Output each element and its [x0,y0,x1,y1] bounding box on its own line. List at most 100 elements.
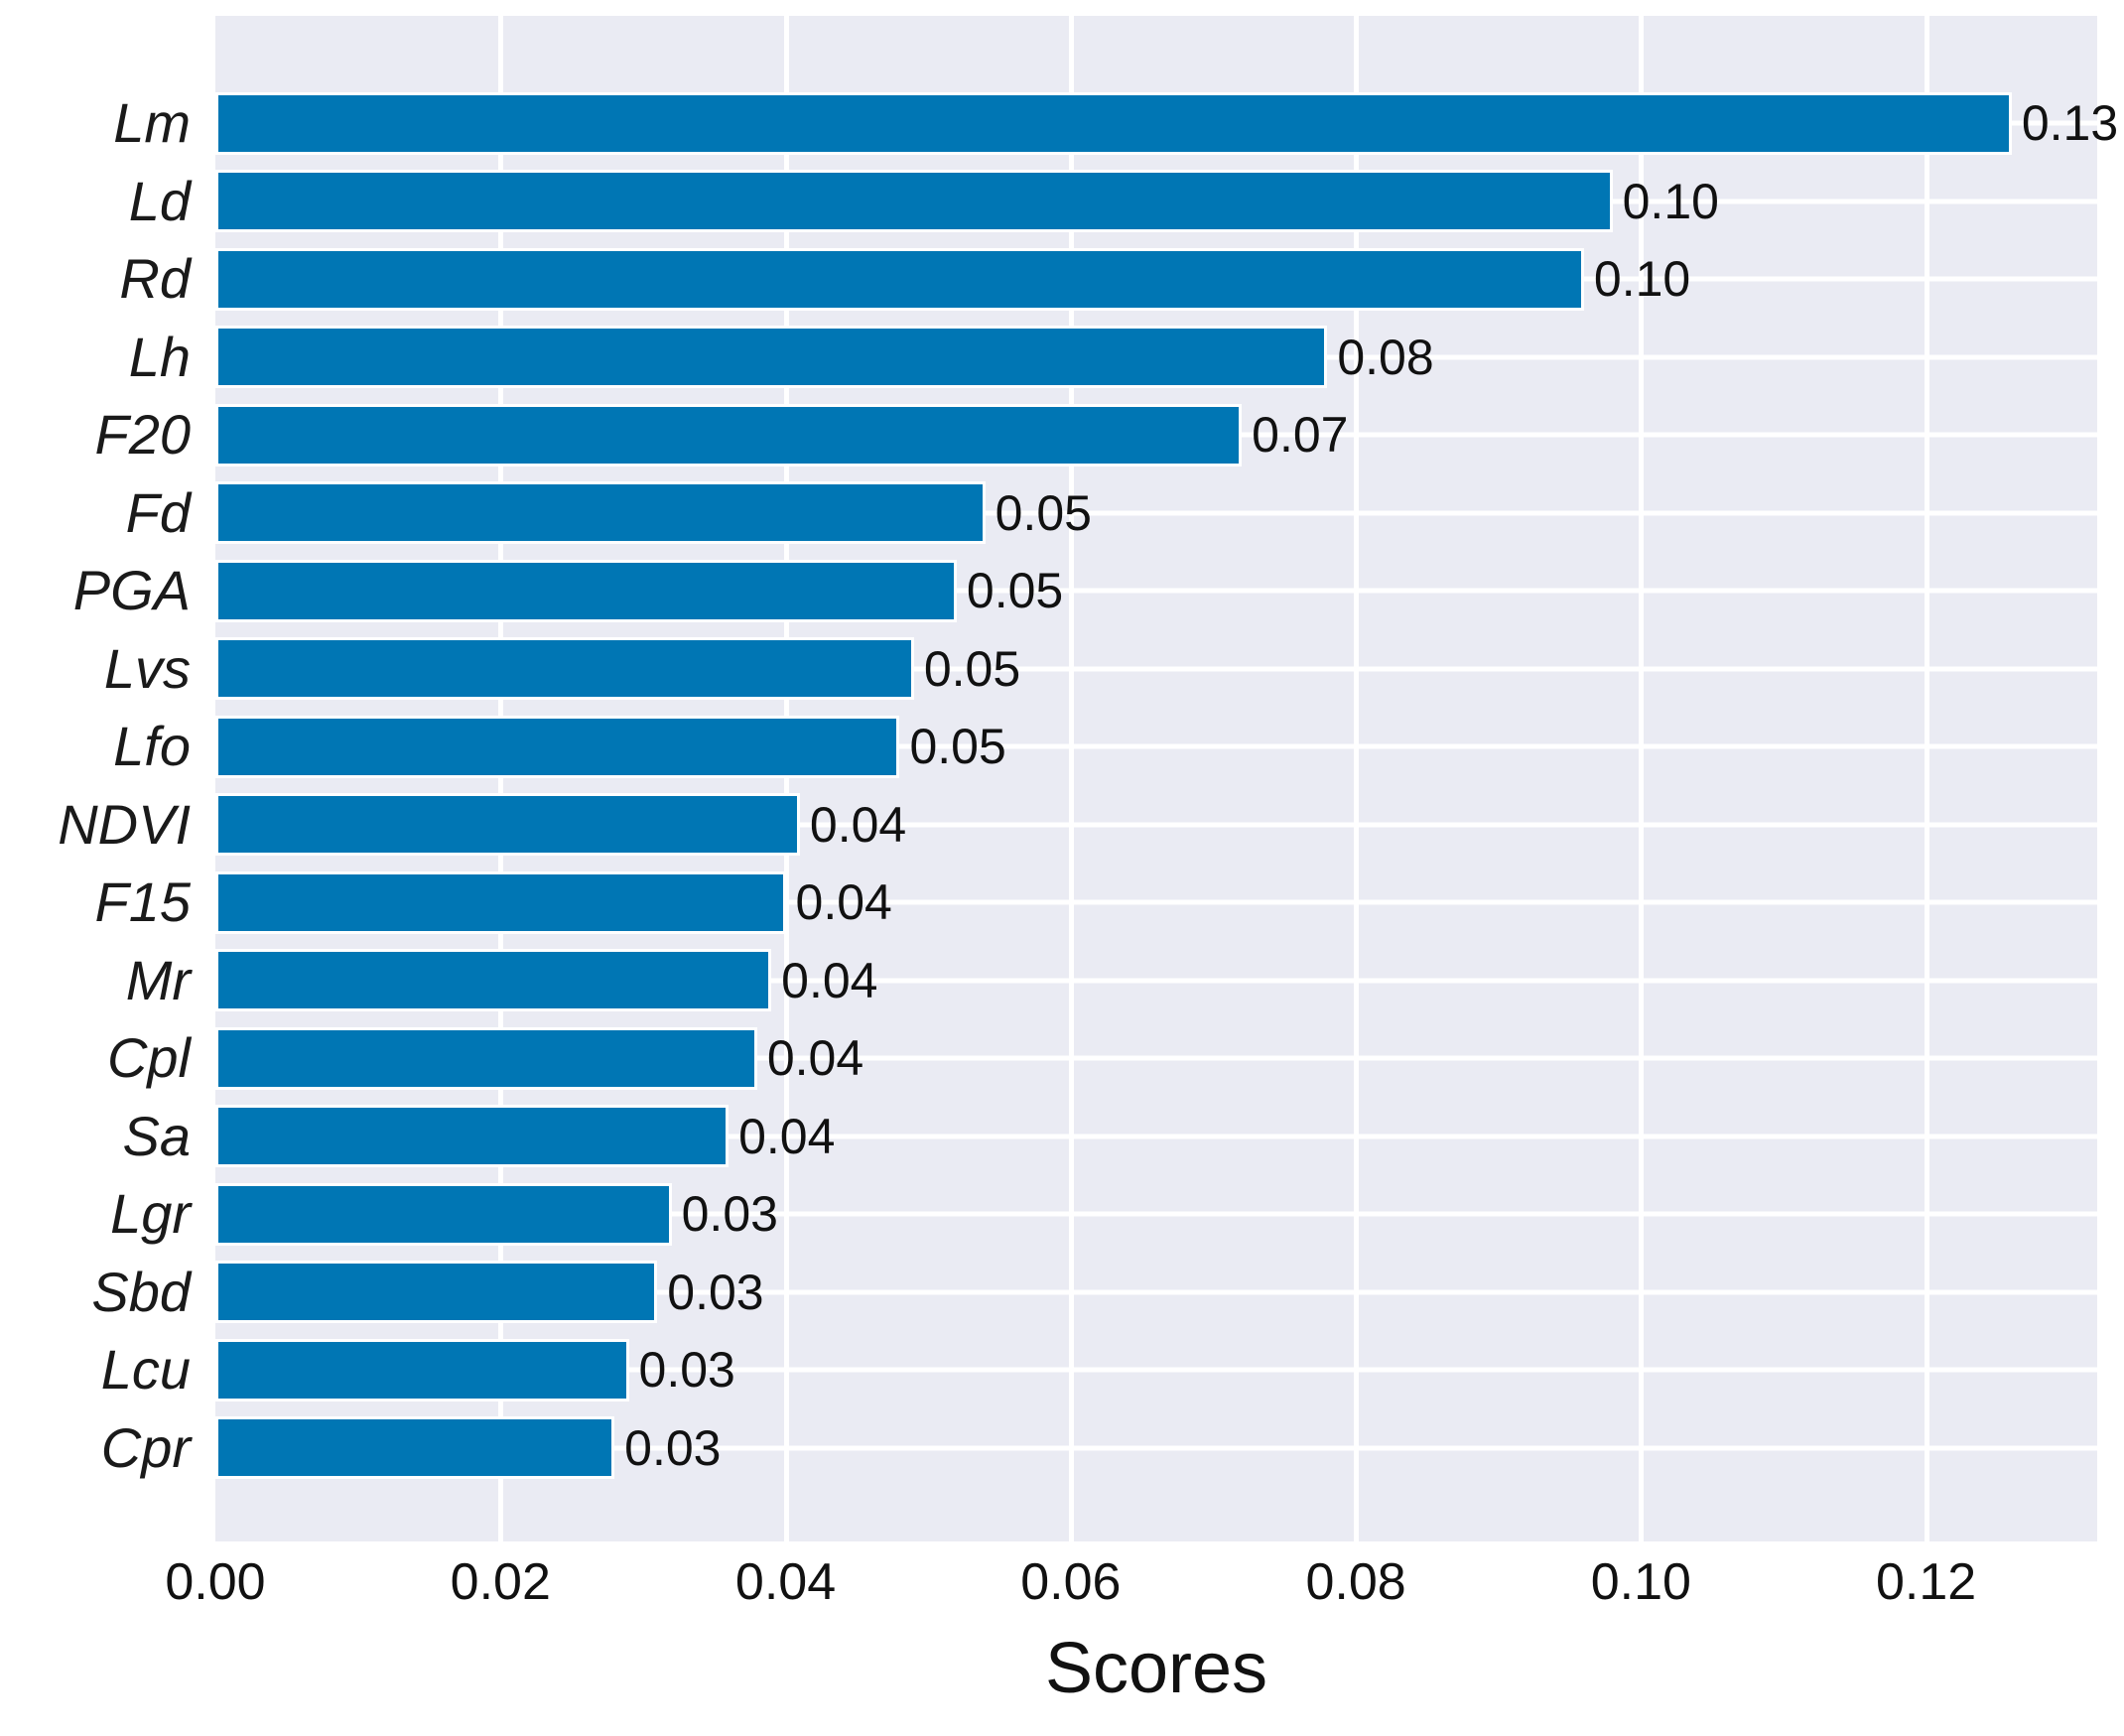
bar-row: 0.03 [215,1175,2097,1254]
horizontal-gridline [215,899,2097,905]
horizontal-gridline [215,588,2097,594]
bar-row: 0.03 [215,1254,2097,1332]
y-axis-category-label: Lvs [103,636,191,700]
bar-row: 0.05 [215,708,2097,786]
bar-row: 0.03 [215,1409,2097,1488]
bar [215,1416,615,1480]
bar-row: 0.04 [215,1098,2097,1176]
y-axis-category-label: PGA [72,559,191,622]
bar-value-label: 0.10 [1593,251,1691,308]
y-label-row: Mr [0,942,191,1020]
bar-value-label: 0.05 [909,719,1006,775]
y-axis-category-label: Mr [125,948,191,1011]
y-label-row: Sa [0,1098,192,1176]
y-axis-category-label: Sa [122,1104,192,1167]
y-label-row: Lh [0,319,191,397]
x-axis-tick-labels: 0.00 0.02 0.04 0.06 0.08 0.10 0.12 [165,1550,2097,1614]
plot-area: 0.13 0.10 0.10 0.08 0.07 0.05 0.05 0.05 0.05 0.04… [215,16,2118,1541]
bar-row: 0.05 [215,552,2097,630]
x-axis-tick-label: 0.04 [734,1553,837,1611]
vertical-gridline [1354,16,1360,1541]
bar-value-label: 0.07 [1252,407,1349,464]
bar [215,637,914,701]
y-axis-category-label: Lgr [110,1182,191,1246]
y-label-row: NDVI [0,786,191,865]
bars-container: 0.13 0.10 0.10 0.08 0.07 0.05 0.05 0.05 0.05 0.04… [215,16,2118,1541]
bar-value-label: 0.04 [781,952,878,1008]
bar [215,1026,757,1090]
horizontal-gridline [215,1367,2097,1373]
bar [215,326,1328,389]
y-label-row: Cpl [0,1019,191,1098]
y-axis-category-label: Lm [113,91,191,155]
y-label-row: Sbd [0,1254,191,1332]
bar [215,1105,730,1168]
vertical-gridline [1639,16,1645,1541]
bar-value-label: 0.03 [624,1419,722,1476]
bar [215,949,772,1012]
y-axis-category-label: Lfo [113,715,191,778]
horizontal-gridline [215,1134,2097,1139]
y-axis-category-label: Cpr [100,1415,191,1479]
bar-row: 0.04 [215,864,2097,942]
bar-row: 0.04 [215,942,2097,1020]
y-axis-category-label: Lcu [100,1338,191,1402]
x-axis-tick-label: 0.02 [450,1553,551,1611]
horizontal-gridline [215,1211,2097,1217]
horizontal-gridline [215,978,2097,984]
bar [215,870,786,934]
bar-value-label: 0.04 [809,796,907,853]
x-axis-tick-label: 0.06 [1020,1553,1122,1611]
vertical-gridline [498,16,504,1541]
y-label-row: Lm [0,84,191,163]
vertical-gridline [1068,16,1074,1541]
bar [215,1261,658,1324]
y-axis-category-label: Sbd [91,1260,191,1323]
bar [215,715,900,778]
bar-value-label: 0.05 [995,484,1092,541]
y-label-row: Fd [0,474,191,553]
vertical-gridline [783,16,789,1541]
bar [215,1182,672,1246]
horizontal-gridline [215,666,2097,672]
bar-value-label: 0.04 [766,1030,864,1087]
x-axis-tick-label: 0.08 [1305,1553,1406,1611]
horizontal-gridline [215,1289,2097,1295]
horizontal-gridline [215,1055,2097,1061]
bar-value-label: 0.03 [681,1186,778,1243]
bar-row: 0.10 [215,240,2097,319]
bar-value-label: 0.13 [2021,95,2119,152]
y-label-row: Rd [0,240,191,319]
bar-value-label: 0.10 [1622,173,1719,229]
bar [215,559,957,622]
bar [215,481,986,545]
x-axis-title: Scores [1044,1629,1268,1708]
y-axis-category-label: Lh [128,325,191,388]
y-label-row: Lgr [0,1175,191,1254]
vertical-gridline [1924,16,1929,1541]
bar [215,793,800,857]
y-label-row: Lvs [0,630,191,709]
bar [215,91,2012,155]
bar-value-label: 0.08 [1337,329,1434,385]
y-axis-category-label: NDVI [58,792,191,856]
bar-row: 0.08 [215,319,2097,397]
bar-row: 0.05 [215,630,2097,709]
y-label-row: F20 [0,396,192,474]
bar-value-label: 0.04 [795,874,892,931]
y-label-row: Lcu [0,1331,191,1409]
bar-value-label: 0.03 [667,1264,764,1320]
y-axis-category-label: Rd [119,247,191,311]
horizontal-gridline [215,1445,2097,1451]
x-axis-tick-label: 0.00 [165,1553,266,1611]
bar-row: 0.04 [215,786,2097,865]
y-axis-category-label: Fd [125,480,191,544]
bar-row: 0.05 [215,474,2097,553]
x-axis-tick-label: 0.12 [1876,1553,1977,1611]
bar-row: 0.10 [215,163,2097,241]
y-axis-category-label: Cpl [106,1026,191,1090]
horizontal-gridline [215,822,2097,828]
y-label-row: PGA [0,552,191,630]
horizontal-gridline [215,510,2097,516]
